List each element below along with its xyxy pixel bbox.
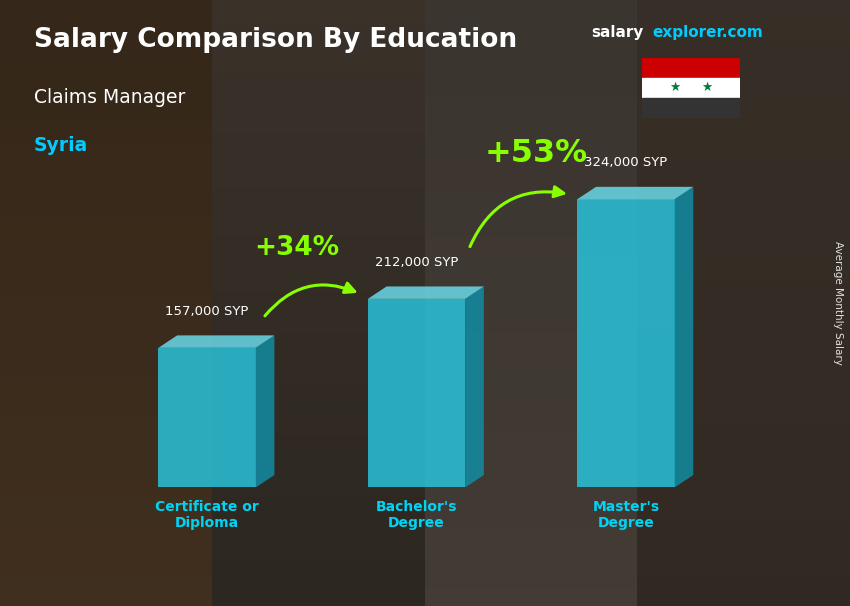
Text: Certificate or
Diploma: Certificate or Diploma [156,500,259,530]
Text: Bachelor's
Degree: Bachelor's Degree [376,500,457,530]
Text: 324,000 SYP: 324,000 SYP [584,156,667,170]
Polygon shape [577,187,694,199]
Text: 212,000 SYP: 212,000 SYP [375,256,458,269]
Bar [642,58,740,78]
Text: Claims Manager: Claims Manager [34,88,185,107]
Text: ★: ★ [701,81,712,94]
Text: ★: ★ [669,81,680,94]
Text: Salary Comparison By Education: Salary Comparison By Education [34,27,517,53]
Polygon shape [577,199,675,487]
Text: explorer.com: explorer.com [653,25,763,41]
Polygon shape [465,287,484,487]
Polygon shape [675,187,694,487]
Polygon shape [158,335,275,348]
Text: Average Monthly Salary: Average Monthly Salary [833,241,843,365]
Text: Syria: Syria [34,136,88,155]
Text: +53%: +53% [484,138,587,170]
Text: Master's
Degree: Master's Degree [592,500,660,530]
Text: +34%: +34% [254,235,339,261]
Text: 157,000 SYP: 157,000 SYP [166,305,249,318]
Bar [642,98,740,118]
Bar [642,78,740,98]
Polygon shape [256,335,275,487]
Text: salary: salary [591,25,643,41]
Polygon shape [158,348,256,487]
Polygon shape [368,287,484,299]
Polygon shape [368,299,465,487]
